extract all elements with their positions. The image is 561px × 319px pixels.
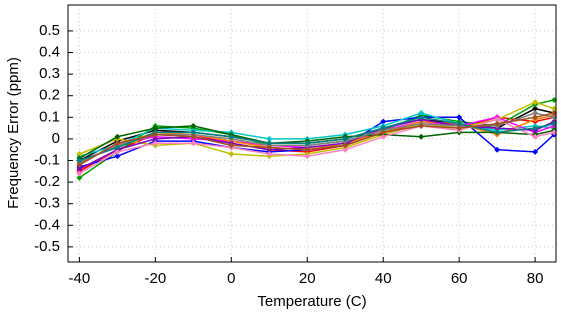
point-marker <box>228 133 235 140</box>
point-marker <box>456 125 463 132</box>
x-tick-label: -20 <box>145 270 167 287</box>
point-marker <box>190 129 197 136</box>
y-tick-label: 0.2 <box>39 87 60 104</box>
point-marker <box>114 133 121 140</box>
y-tick-label: -0.4 <box>34 216 60 233</box>
point-marker <box>304 140 311 147</box>
point-marker <box>76 157 83 164</box>
point-marker <box>190 133 197 140</box>
x-tick-label: 20 <box>299 270 316 287</box>
point-marker <box>304 146 311 153</box>
point-marker <box>494 120 501 127</box>
point-marker <box>228 151 235 158</box>
x-tick-label: 0 <box>227 270 235 287</box>
point-marker <box>418 109 425 116</box>
point-marker <box>342 135 349 142</box>
point-marker <box>76 166 83 173</box>
series-line <box>79 118 555 175</box>
y-tick-label: -0.1 <box>34 151 60 168</box>
point-marker <box>418 122 425 129</box>
point-marker <box>266 135 273 142</box>
point-marker <box>76 170 83 177</box>
point-marker <box>152 135 159 142</box>
point-marker <box>494 129 501 136</box>
series-line <box>79 116 555 162</box>
y-tick-label: -0.2 <box>34 173 60 190</box>
x-tick-label: -40 <box>69 270 91 287</box>
point-marker <box>380 129 387 136</box>
point-marker <box>152 140 159 147</box>
point-marker <box>114 153 121 160</box>
y-axis-label: Frequency Error (ppm) <box>5 57 22 209</box>
y-tick-label: 0.1 <box>39 108 60 125</box>
point-marker <box>114 144 121 151</box>
point-marker <box>152 125 159 132</box>
point-marker <box>190 140 197 147</box>
x-axis-label: Temperature (C) <box>257 293 366 310</box>
plot-frame <box>67 4 557 263</box>
point-marker <box>114 148 121 155</box>
x-tick-label: 40 <box>375 270 392 287</box>
point-marker <box>342 146 349 153</box>
point-marker <box>532 133 539 140</box>
point-marker <box>266 140 273 147</box>
point-marker <box>76 151 83 158</box>
point-marker <box>418 114 425 121</box>
point-marker <box>532 114 539 121</box>
point-marker <box>190 122 197 129</box>
point-marker <box>342 142 349 149</box>
point-marker <box>532 109 539 116</box>
point-marker <box>532 99 539 106</box>
point-marker <box>380 118 387 125</box>
point-marker <box>266 144 273 151</box>
y-tick-label: -0.3 <box>34 195 60 212</box>
x-tick-label: 80 <box>527 270 544 287</box>
y-tick-label: -0.5 <box>34 238 60 255</box>
point-marker <box>532 125 539 132</box>
point-marker <box>494 146 501 153</box>
point-marker <box>380 133 387 140</box>
y-tick-label: 0.4 <box>39 43 60 60</box>
point-marker <box>418 133 425 140</box>
series-line <box>79 112 555 166</box>
point-marker <box>228 142 235 149</box>
point-marker <box>266 151 273 158</box>
y-tick-label: 0 <box>52 130 60 147</box>
point-marker <box>532 105 539 112</box>
point-marker <box>380 125 387 132</box>
point-marker <box>304 153 311 160</box>
point-marker <box>494 116 501 123</box>
point-marker <box>456 120 463 127</box>
point-marker <box>456 114 463 121</box>
series-line <box>79 125 555 159</box>
point-marker <box>532 148 539 155</box>
point-marker <box>152 131 159 138</box>
point-marker <box>114 140 121 147</box>
y-tick-label: 0.5 <box>39 22 60 39</box>
y-tick-label: 0.3 <box>39 65 60 82</box>
point-marker <box>76 174 83 181</box>
series-line <box>79 118 555 170</box>
point-marker <box>76 161 83 168</box>
x-tick-label: 60 <box>451 270 468 287</box>
